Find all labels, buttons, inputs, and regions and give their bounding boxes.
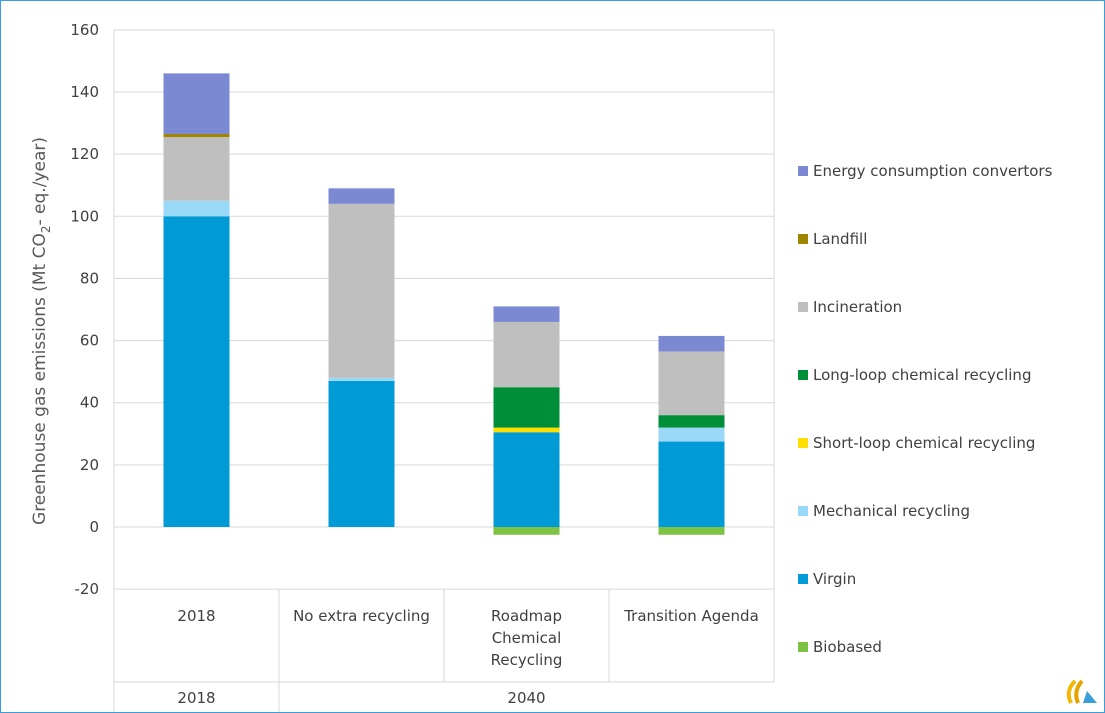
bar-segment (493, 387, 560, 428)
bar-segment (163, 216, 230, 528)
legend-label: Short-loop chemical recycling (813, 434, 1035, 452)
bar-segment (328, 188, 395, 204)
bar-segment (658, 335, 725, 352)
y-tick-label: 0 (89, 518, 99, 536)
y-tick-label: 80 (80, 269, 99, 287)
bar-segment (493, 306, 560, 322)
logo-icon (1066, 679, 1097, 704)
y-tick-label: 100 (70, 207, 99, 225)
y-tick-label: 60 (80, 332, 99, 350)
bar-segment (493, 527, 560, 535)
bar-segment (658, 441, 725, 527)
legend-swatch (798, 302, 808, 312)
y-tick-label: 40 (80, 394, 99, 412)
legend-label: Landfill (813, 230, 867, 248)
bar-segment (658, 527, 725, 535)
bar-segment (493, 432, 560, 527)
legend-swatch (798, 506, 808, 516)
bar-segment (163, 73, 230, 134)
group-label: 2018 (177, 689, 215, 707)
legend-swatch (798, 438, 808, 448)
category-label: Transition Agenda (623, 607, 759, 625)
legend-label: Virgin (813, 570, 856, 588)
bar-segment (163, 200, 230, 217)
bar-segment (163, 133, 230, 138)
legend-swatch (798, 370, 808, 380)
bar-segment (658, 351, 725, 416)
category-label: Chemical (492, 629, 562, 647)
bar-segment (658, 427, 725, 442)
legend-label: Long-loop chemical recycling (813, 366, 1031, 384)
category-label: Roadmap (491, 607, 562, 625)
y-axis-label: Greenhouse gas emissions (Mt CO2- eq./ye… (30, 137, 53, 525)
legend-label: Mechanical recycling (813, 502, 970, 520)
legend-label: Biobased (813, 638, 882, 656)
bar-segment (658, 415, 725, 428)
legend-swatch (798, 234, 808, 244)
y-tick-label: 20 (80, 456, 99, 474)
bar-segment (493, 321, 560, 388)
legend-label: Incineration (813, 298, 902, 316)
y-tick-label: 120 (70, 145, 99, 163)
bar-segment (328, 203, 395, 378)
legend-swatch (798, 642, 808, 652)
legend-swatch (798, 166, 808, 176)
category-label: 2018 (177, 607, 215, 625)
bar-segment (328, 377, 395, 381)
group-label: 2040 (507, 689, 545, 707)
legend-swatch (798, 574, 808, 584)
category-label: Recycling (491, 651, 563, 669)
bar-segment (493, 427, 560, 433)
legend-label: Energy consumption convertors (813, 162, 1053, 180)
y-tick-label: -20 (75, 580, 100, 598)
y-tick-label: 160 (70, 21, 99, 39)
bar-segment (328, 380, 395, 527)
bars (163, 73, 725, 535)
bar-segment (163, 137, 230, 201)
legend: Energy consumption convertors Landfill Inc… (798, 162, 1053, 656)
y-tick-label: 140 (70, 83, 99, 101)
category-label: No extra recycling (293, 607, 430, 625)
